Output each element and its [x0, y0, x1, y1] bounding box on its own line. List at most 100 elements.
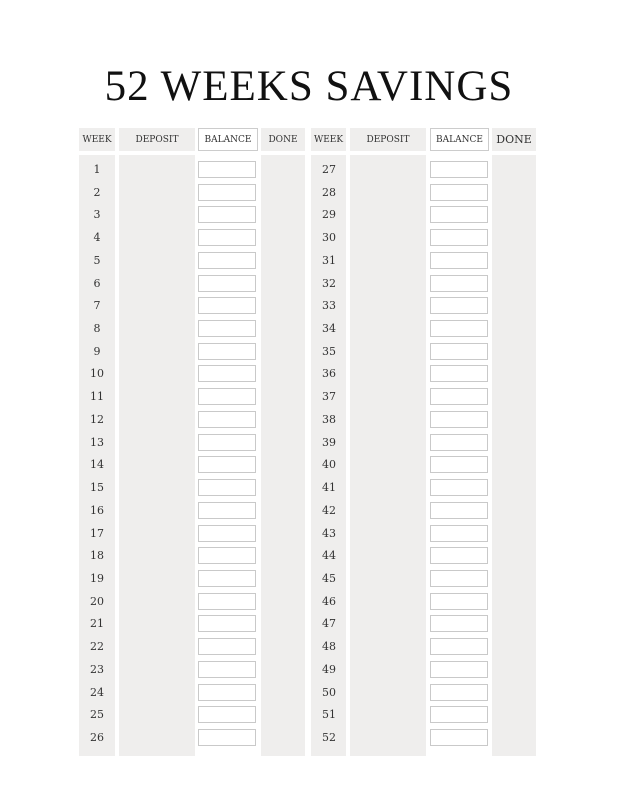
right-column-done [492, 155, 536, 756]
balance-input[interactable] [430, 501, 488, 519]
balance-input[interactable] [198, 615, 256, 633]
week-number: 4 [93, 231, 101, 245]
week-number: 21 [90, 617, 104, 631]
week-number: 25 [90, 708, 104, 722]
balance-input[interactable] [198, 729, 256, 746]
balance-input[interactable] [198, 501, 256, 519]
week-number: 48 [322, 640, 336, 654]
balance-input[interactable] [198, 479, 256, 497]
week-number: 50 [322, 685, 336, 699]
week-number: 16 [90, 503, 104, 517]
balance-input[interactable] [430, 592, 488, 610]
balance-input[interactable] [198, 638, 256, 656]
week-number: 47 [322, 617, 336, 631]
balance-input[interactable] [430, 342, 488, 360]
balance-input[interactable] [430, 274, 488, 292]
balance-input[interactable] [198, 524, 256, 542]
week-number: 52 [322, 731, 336, 744]
week-number: 45 [322, 571, 336, 585]
balance-input[interactable] [430, 251, 488, 269]
week-number: 5 [93, 253, 101, 267]
week-number: 51 [322, 708, 336, 722]
week-number: 36 [322, 367, 336, 381]
balance-input[interactable] [198, 297, 256, 315]
balance-input[interactable] [430, 433, 488, 451]
balance-input[interactable] [198, 183, 256, 201]
balance-input[interactable] [198, 320, 256, 338]
balance-input[interactable] [198, 206, 256, 224]
week-number: 29 [322, 208, 336, 222]
balance-input[interactable] [430, 638, 488, 656]
balance-input[interactable] [430, 365, 488, 383]
balance-input[interactable] [198, 342, 256, 360]
balance-input[interactable] [430, 615, 488, 633]
right-header-week: WEEK [311, 128, 346, 151]
left-header-done: DONE [261, 128, 305, 151]
balance-input[interactable] [198, 706, 256, 724]
week-number: 2 [93, 185, 101, 199]
week-number: 17 [90, 526, 104, 540]
left-column-done [261, 155, 305, 756]
right-column-week [311, 155, 346, 756]
left-header-balance: BALANCE [198, 128, 258, 151]
balance-input[interactable] [198, 388, 256, 406]
week-number: 15 [90, 481, 104, 495]
week-number: 46 [322, 594, 336, 608]
week-number: 9 [93, 344, 101, 358]
week-number: 35 [322, 344, 336, 358]
balance-input[interactable] [430, 229, 488, 247]
week-number: 49 [322, 662, 336, 676]
balance-input[interactable] [430, 206, 488, 224]
week-number: 22 [90, 640, 104, 654]
balance-input[interactable] [198, 683, 256, 701]
right-column-deposit [350, 155, 426, 756]
balance-input[interactable] [430, 320, 488, 338]
balance-input[interactable] [198, 569, 256, 587]
right-header-balance: BALANCE [430, 128, 489, 151]
balance-input[interactable] [198, 410, 256, 428]
week-number: 24 [90, 685, 104, 699]
balance-input[interactable] [198, 365, 256, 383]
balance-input[interactable] [430, 706, 488, 724]
week-number: 23 [90, 662, 104, 676]
right-header-deposit: DEPOSIT [350, 128, 426, 151]
balance-input[interactable] [198, 274, 256, 292]
balance-input[interactable] [430, 683, 488, 701]
balance-input[interactable] [198, 229, 256, 247]
week-number: 18 [90, 549, 104, 563]
week-number: 19 [90, 571, 104, 585]
week-number: 27 [322, 163, 336, 176]
week-number: 20 [90, 594, 104, 608]
balance-input[interactable] [430, 297, 488, 315]
balance-input[interactable] [430, 161, 488, 178]
balance-input[interactable] [430, 729, 488, 746]
left-header-week: WEEK [79, 128, 115, 151]
week-number: 26 [90, 731, 104, 744]
balance-input[interactable] [430, 524, 488, 542]
balance-input[interactable] [198, 433, 256, 451]
balance-input[interactable] [430, 388, 488, 406]
week-number: 40 [322, 458, 336, 472]
week-number: 34 [322, 322, 336, 336]
balance-input[interactable] [198, 660, 256, 678]
week-number: 33 [322, 299, 336, 313]
balance-input[interactable] [430, 660, 488, 678]
balance-input[interactable] [430, 410, 488, 428]
week-number: 8 [93, 322, 101, 336]
balance-input[interactable] [198, 456, 256, 474]
balance-input[interactable] [198, 592, 256, 610]
balance-input[interactable] [430, 479, 488, 497]
balance-input[interactable] [198, 547, 256, 565]
week-number: 41 [322, 481, 336, 495]
balance-input[interactable] [430, 569, 488, 587]
balance-input[interactable] [430, 547, 488, 565]
balance-input[interactable] [430, 183, 488, 201]
balance-input[interactable] [198, 251, 256, 269]
week-number: 31 [322, 253, 336, 267]
balance-input[interactable] [430, 456, 488, 474]
balance-input[interactable] [198, 161, 256, 178]
right-header-done: DONE [492, 128, 536, 151]
week-number: 12 [90, 412, 104, 426]
week-number: 10 [90, 367, 104, 381]
left-column-deposit [119, 155, 195, 756]
